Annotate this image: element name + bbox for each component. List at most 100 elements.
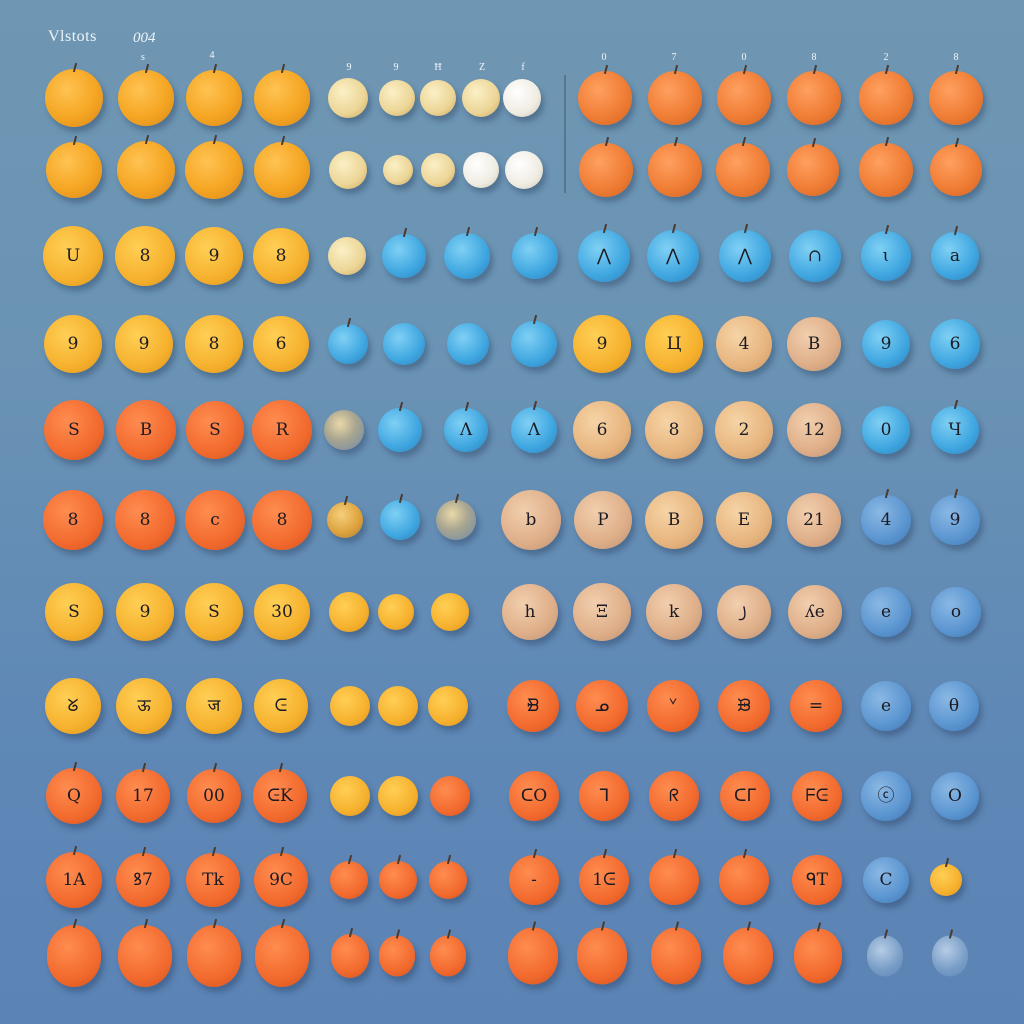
fruit-orb: O [931,772,979,820]
stem-icon [72,845,78,856]
orb-label: 21 [803,509,825,530]
stem-icon [144,63,150,74]
orb-label: P [597,509,609,530]
group-divider-line [564,75,566,193]
column-tag: Z [478,62,486,73]
fruit-orb: ज [186,678,242,734]
fruit-orb: e [861,587,911,637]
column-tag: 4 [209,50,215,61]
orb-label: ꙇ [882,245,890,266]
fruit-orb: Ц [645,315,703,373]
orb-label: a [949,245,961,266]
fruit-orb: ∩ [789,230,841,282]
fruit-orb: S [186,401,244,459]
column-tag: 0 [601,52,607,63]
fruit-orb: θ [929,681,979,731]
fruit-orb [380,493,420,540]
fruit-orb: Ч [931,399,979,454]
fruit-orb: 30 [254,584,310,640]
fruit-orb [649,848,699,905]
fruit-orb: 9 [115,315,173,373]
fruit-orb [577,921,627,985]
fruit-orb [378,686,418,726]
orb-label: 8 [208,333,220,354]
fruit-orb [117,134,175,199]
fruit-orb [331,927,369,978]
stem-icon [72,135,78,146]
stem-icon [454,493,460,504]
orb-label: θ [948,695,960,716]
fruit-orb [429,854,467,899]
orb-label: 30 [271,601,293,622]
stem-icon [141,846,147,857]
orb-label: ∩ [807,245,823,266]
stem-icon [212,134,218,145]
fruit-orb [187,918,241,987]
fruit-orb [578,64,632,125]
fruit-orb [648,136,702,197]
orb-label: 8 [276,509,288,530]
orb-label: 4 [880,509,892,530]
orb-label: ʎe [805,601,825,622]
fruit-orb [46,135,102,198]
fruit-orb [716,136,770,197]
fruit-orb [324,410,364,450]
stem-icon [884,488,890,499]
orb-label: B [139,419,153,440]
fruit-orb [328,317,368,364]
fruit-orb: ⋀ [578,223,630,282]
fruit-orb: 8 [115,226,175,286]
stem-icon [346,317,352,328]
fruit-orb [859,136,913,197]
orb-label: E [737,509,751,530]
orb-label: h [524,601,536,622]
fruit-orb: ᒣ [579,771,629,821]
fruit-orb: B [787,317,841,371]
stem-icon [280,918,286,929]
fruit-orb [330,854,368,899]
stem-icon [278,762,284,773]
stem-icon [742,64,748,75]
fruit-orb [867,929,903,977]
stem-icon [446,929,452,939]
fruit-orb: ᕮ [254,679,308,733]
orb-label: ⋀ [738,245,752,266]
orb-label: - [531,869,537,890]
fruit-orb: 17 [116,762,170,823]
orb-label: 6 [275,333,287,354]
orb-label: = [808,695,824,716]
stem-icon [600,921,606,931]
stem-icon [395,929,401,939]
stem-icon [347,854,353,865]
stem-icon [741,136,747,147]
fruit-orb [420,80,456,116]
fruit-orb [787,137,839,196]
orb-label: ⓒ [877,785,895,806]
orb-label: b [525,509,537,530]
stem-icon [816,922,822,932]
fruit-orb: U [43,226,103,286]
stem-icon [212,918,218,929]
orb-label: ᘁ [668,695,678,716]
stem-icon [465,226,471,237]
orb-label: ⋀ [597,245,611,266]
orb-label: Q [67,785,81,806]
stem-icon [948,929,954,939]
fruit-orb [932,929,968,977]
stem-icon [602,223,608,234]
orb-label: e [880,695,892,716]
orb-label: 00 [203,785,225,806]
fruit-orb: c [185,490,245,550]
fruit-orb [436,493,476,540]
fruit-orb: 6 [253,316,309,372]
fruit-orb [648,64,702,125]
fruit-orb [431,593,469,631]
fruit-orb: 8 [253,228,309,284]
orb-label: Ц [666,333,682,354]
fruit-orb [330,686,370,726]
orb-label: 8 [139,509,151,530]
column-tag: 8 [811,52,817,63]
fruit-orb: ᙩ [507,680,559,732]
fruit-orb: 8 [115,490,175,550]
fruit-orb: 9Ⅽ [254,846,308,907]
